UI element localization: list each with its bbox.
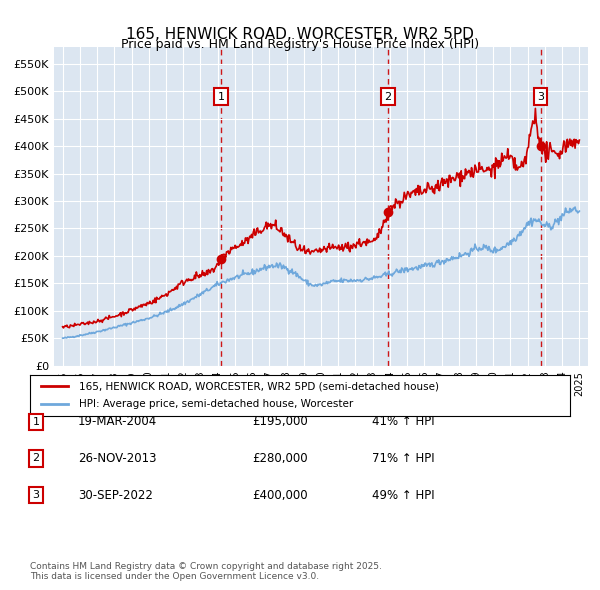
Text: 2: 2 — [32, 454, 40, 463]
Text: 3: 3 — [32, 490, 40, 500]
Text: 30-SEP-2022: 30-SEP-2022 — [78, 489, 153, 502]
Text: £195,000: £195,000 — [252, 415, 308, 428]
Text: 19-MAR-2004: 19-MAR-2004 — [78, 415, 157, 428]
Text: Price paid vs. HM Land Registry's House Price Index (HPI): Price paid vs. HM Land Registry's House … — [121, 38, 479, 51]
Text: 26-NOV-2013: 26-NOV-2013 — [78, 452, 157, 465]
Text: Contains HM Land Registry data © Crown copyright and database right 2025.
This d: Contains HM Land Registry data © Crown c… — [30, 562, 382, 581]
Text: 41% ↑ HPI: 41% ↑ HPI — [372, 415, 434, 428]
Text: 165, HENWICK ROAD, WORCESTER, WR2 5PD: 165, HENWICK ROAD, WORCESTER, WR2 5PD — [126, 27, 474, 41]
Text: 1: 1 — [32, 417, 40, 427]
Text: £280,000: £280,000 — [252, 452, 308, 465]
Text: 2: 2 — [385, 91, 392, 101]
Text: 165, HENWICK ROAD, WORCESTER, WR2 5PD (semi-detached house): 165, HENWICK ROAD, WORCESTER, WR2 5PD (s… — [79, 381, 439, 391]
Text: 3: 3 — [537, 91, 544, 101]
Text: 71% ↑ HPI: 71% ↑ HPI — [372, 452, 434, 465]
Text: £400,000: £400,000 — [252, 489, 308, 502]
Text: 49% ↑ HPI: 49% ↑ HPI — [372, 489, 434, 502]
Text: HPI: Average price, semi-detached house, Worcester: HPI: Average price, semi-detached house,… — [79, 399, 353, 409]
Text: 1: 1 — [218, 91, 225, 101]
